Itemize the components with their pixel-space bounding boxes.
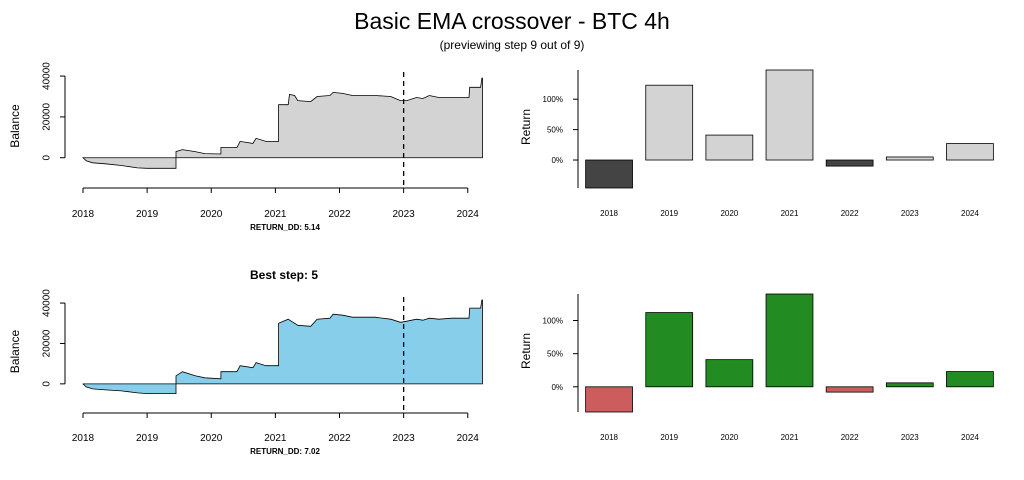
y-tick-label: 50% xyxy=(547,126,563,135)
y-axis-label: Balance xyxy=(8,329,22,373)
best-step-title: Best step: 5 xyxy=(250,268,318,282)
x-tick-label: 2020 xyxy=(720,433,738,442)
return-dd-note: RETURN_DD: 7.02 xyxy=(250,447,320,456)
bar-2019 xyxy=(645,84,694,161)
balance-area xyxy=(82,77,483,169)
y-tick-label: 20000 xyxy=(42,103,53,131)
y-tick-label: 0% xyxy=(551,383,563,392)
x-tick-label: 2019 xyxy=(660,209,678,218)
bar-2020 xyxy=(705,359,754,388)
bar-2022 xyxy=(825,386,874,393)
y-tick-label: 100% xyxy=(543,317,563,326)
y-tick-label: 100% xyxy=(543,95,563,104)
x-tick-label: 2021 xyxy=(781,209,799,218)
y-axis-label: Return xyxy=(519,333,533,369)
returns-chart-current: 2018 2019 2020 2021 2022 2023 2024 0% 50% 100% Ret… xyxy=(519,69,994,218)
bar-2021 xyxy=(765,69,814,161)
x-tick-label: 2019 xyxy=(660,433,678,442)
y-tick-label: 20000 xyxy=(42,329,53,357)
x-tick-label: 2022 xyxy=(841,433,859,442)
x-tick-label: 2018 xyxy=(72,209,95,220)
x-tick-label: 2022 xyxy=(328,433,351,444)
bar-2023 xyxy=(885,156,934,161)
x-tick-label: 2018 xyxy=(72,433,95,444)
x-tick-label: 2023 xyxy=(393,433,416,444)
x-tick-label: 2020 xyxy=(200,209,223,220)
figure-title: Basic EMA crossover - BTC 4h xyxy=(354,8,670,34)
y-axis-label: Return xyxy=(519,109,533,145)
returns-chart-best: 2018 2019 2020 2021 2022 2023 2024 0% 50% 100% Ret… xyxy=(519,293,994,442)
bar-2018 xyxy=(585,386,633,413)
y-tick-label: 0% xyxy=(551,156,563,165)
x-tick-label: 2022 xyxy=(328,209,351,220)
bar-2019 xyxy=(645,312,694,388)
x-tick-label: 2018 xyxy=(600,433,618,442)
y-tick-label: 40000 xyxy=(42,289,53,317)
x-tick-label: 2020 xyxy=(200,433,223,444)
y-axis-label: Balance xyxy=(8,104,22,148)
x-tick-label: 2019 xyxy=(136,433,159,444)
return-dd-note: RETURN_DD: 5.14 xyxy=(250,223,320,232)
balance-chart-best: 2018 2019 2020 2021 2022 2023 2024 0 20000 40000 B… xyxy=(8,289,483,456)
x-tick-label: 2024 xyxy=(457,209,480,220)
y-tick-label: 0 xyxy=(42,154,53,160)
figure-subtitle: (previewing step 9 out of 9) xyxy=(440,38,585,52)
x-tick-label: 2019 xyxy=(136,209,159,220)
x-tick-label: 2024 xyxy=(961,433,979,442)
x-tick-label: 2022 xyxy=(841,209,859,218)
x-tick-label: 2021 xyxy=(264,433,287,444)
bar-2022 xyxy=(825,159,874,167)
x-tick-label: 2023 xyxy=(393,209,416,220)
x-tick-label: 2018 xyxy=(600,209,618,218)
bar-2024 xyxy=(946,371,994,388)
bar-2021 xyxy=(765,293,814,388)
bar-2020 xyxy=(705,134,754,161)
x-tick-label: 2024 xyxy=(961,209,979,218)
balance-chart-current: 2018 2019 2020 2021 2022 2023 2024 0 20000 40000 B… xyxy=(8,62,483,232)
x-tick-label: 2024 xyxy=(457,433,480,444)
balance-area xyxy=(82,299,483,394)
y-tick-label: 50% xyxy=(547,350,563,359)
y-tick-label: 40000 xyxy=(42,62,53,90)
x-tick-label: 2020 xyxy=(720,209,738,218)
x-tick-label: 2021 xyxy=(264,209,287,220)
bar-2023 xyxy=(885,382,934,388)
x-tick-label: 2023 xyxy=(901,433,919,442)
bar-2018 xyxy=(585,159,633,189)
x-tick-label: 2023 xyxy=(901,209,919,218)
x-tick-label: 2021 xyxy=(781,433,799,442)
y-tick-label: 0 xyxy=(42,381,53,387)
bar-2024 xyxy=(946,143,994,161)
